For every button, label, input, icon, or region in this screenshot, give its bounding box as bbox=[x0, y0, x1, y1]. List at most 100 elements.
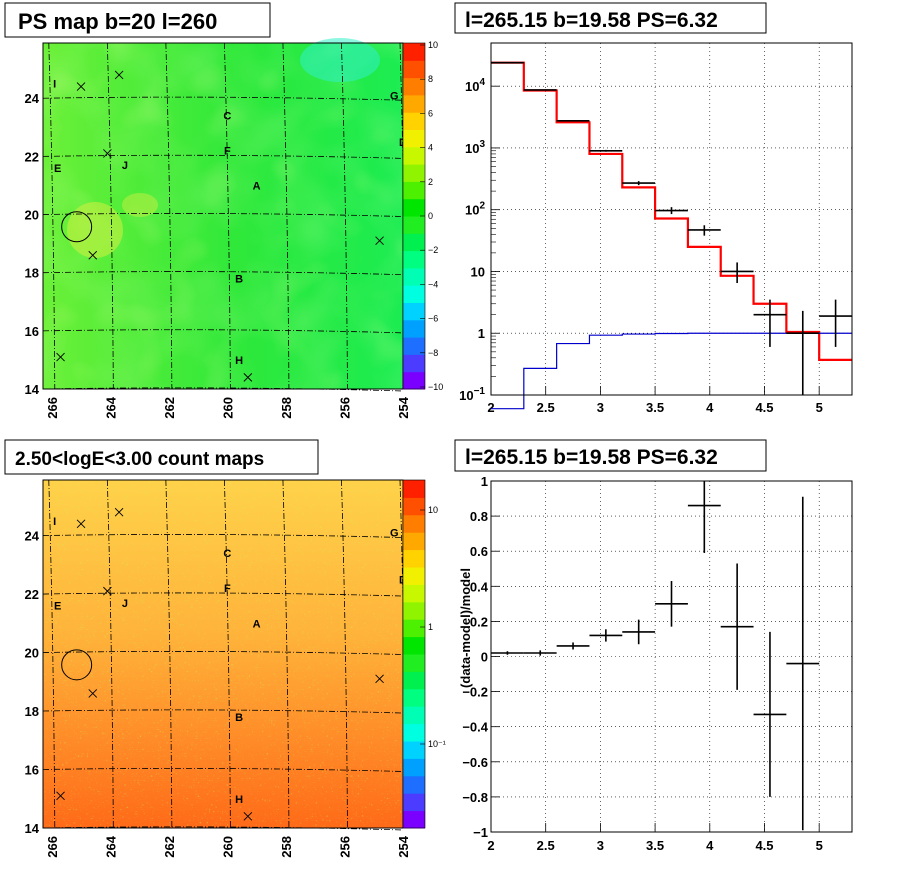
colorbar-tick-label: 10 bbox=[428, 505, 438, 515]
y-tick-label: 10 bbox=[471, 264, 485, 279]
ps-map-hot-region bbox=[67, 202, 123, 258]
colorbar-tick-label: −4 bbox=[428, 279, 438, 289]
y-tick-label: 24 bbox=[25, 529, 40, 544]
residual-plot: 2 2.5 3 3.5 4 4.5 5 1 0.8 0.6 0.4 0.2 0 −0.2 −0.4 −0.6 −… bbox=[458, 474, 853, 853]
x-tick-label: 2.5 bbox=[537, 400, 555, 415]
ps-map-plot: ICGDFEJABH bbox=[42, 38, 407, 392]
source-label: G bbox=[390, 90, 399, 102]
y-tick-label: 0 bbox=[481, 650, 488, 665]
x-tick-label: 254 bbox=[396, 396, 411, 418]
colorbar-swatch bbox=[403, 129, 425, 148]
source-cross-marker bbox=[114, 70, 124, 80]
y-tick-label: 0.4 bbox=[470, 579, 489, 594]
source-label: B bbox=[235, 712, 243, 724]
longitude-grid-line bbox=[48, 479, 56, 829]
source-cross-marker bbox=[375, 236, 384, 246]
colorbar-tick-label: 10⁻¹ bbox=[428, 739, 446, 749]
longitude-grid-line bbox=[341, 479, 348, 829]
latitude-grid-line bbox=[42, 592, 404, 597]
ps-map-x-ticks: 266 264 262 260 258 256 254 bbox=[45, 396, 411, 418]
colorbar-swatch bbox=[403, 688, 425, 707]
colorbar-swatch bbox=[403, 723, 425, 742]
residual-title: l=265.15 b=19.58 PS=6.32 bbox=[465, 446, 718, 469]
source-cross-marker bbox=[243, 373, 253, 382]
colorbar-swatch bbox=[403, 250, 425, 269]
ps-map-title-box bbox=[4, 2, 271, 38]
source-label: F bbox=[224, 583, 231, 595]
colorbar-swatch bbox=[403, 146, 425, 165]
x-tick-label: 3.5 bbox=[646, 400, 664, 415]
x-tick-label: 260 bbox=[220, 836, 235, 858]
longitude-grid-line bbox=[48, 42, 56, 390]
x-tick-label: 2.5 bbox=[537, 838, 555, 853]
colorbar-frame bbox=[402, 479, 426, 829]
latitude-grid-line bbox=[42, 826, 404, 831]
colorbar-swatch bbox=[403, 480, 425, 498]
source-cross-marker bbox=[103, 149, 112, 158]
source-label: J bbox=[122, 160, 128, 172]
colorbar-swatch bbox=[403, 549, 425, 568]
y-tick-label: 22 bbox=[25, 149, 39, 164]
residual-panel: l=265.15 b=19.58 PS=6.32 2 2.5 3 3.5 4 4.5 5 1 0… bbox=[454, 439, 853, 853]
longitude-grid-line bbox=[282, 42, 290, 390]
colorbar-swatch bbox=[403, 354, 425, 373]
x-tick-label: 2 bbox=[487, 838, 494, 853]
colorbar-swatch bbox=[403, 671, 425, 690]
x-tick-label: 262 bbox=[162, 397, 177, 419]
y-tick-label: −0.4 bbox=[462, 720, 488, 735]
y-tick-label: 20 bbox=[25, 208, 39, 223]
source-label: E bbox=[54, 163, 61, 175]
longitude-grid-line bbox=[106, 479, 114, 829]
y-tick-label: 16 bbox=[25, 324, 39, 339]
source-label: A bbox=[253, 618, 261, 630]
x-tick-label: 256 bbox=[337, 397, 352, 419]
source-label: C bbox=[223, 111, 231, 123]
source-label: G bbox=[390, 528, 399, 540]
colorbar-swatch bbox=[403, 601, 425, 620]
source-cross-marker bbox=[243, 811, 253, 821]
colorbar-swatch bbox=[403, 758, 425, 777]
colorbar-swatch bbox=[403, 810, 425, 829]
spectrum-title: l=265.15 b=19.58 PS=6.32 bbox=[465, 9, 718, 32]
longitude-grid-line bbox=[165, 42, 173, 390]
latitude-grid-line bbox=[42, 534, 404, 538]
x-tick-label: 260 bbox=[220, 397, 235, 419]
ps-map-title: PS map b=20 l=260 bbox=[18, 9, 217, 34]
colorbar-tick-label: 4 bbox=[428, 143, 433, 153]
colorbar-swatch bbox=[403, 532, 425, 551]
longitude-grid-line bbox=[341, 42, 348, 390]
source-cross-marker bbox=[76, 519, 86, 529]
ps-map-cool-region bbox=[300, 38, 380, 82]
ps-position-circle bbox=[61, 649, 93, 681]
latitude-grid-line bbox=[42, 329, 404, 334]
x-tick-label: 3.5 bbox=[646, 838, 664, 853]
longitude-grid-line bbox=[223, 479, 231, 829]
colorbar-swatch bbox=[403, 793, 425, 812]
y-tick-label: 10−1 bbox=[459, 386, 485, 403]
longitude-grid-line bbox=[106, 42, 114, 390]
y-tick-label: 1 bbox=[481, 474, 488, 489]
residual-title-box bbox=[454, 439, 767, 472]
y-tick-label: 20 bbox=[25, 646, 39, 661]
colorbar-swatch bbox=[403, 619, 425, 638]
colorbar-swatch bbox=[403, 741, 425, 759]
y-tick-label: −0.6 bbox=[462, 755, 488, 770]
source-cross-marker bbox=[88, 689, 98, 698]
x-tick-label: 256 bbox=[337, 836, 352, 858]
y-tick-label: 14 bbox=[25, 382, 40, 397]
source-label: H bbox=[235, 794, 243, 806]
latitude-grid-line bbox=[42, 154, 404, 159]
source-cross-marker bbox=[88, 250, 98, 260]
colorbar-tick-label: 6 bbox=[428, 108, 433, 118]
spectrum-plot: 2 2.5 3 3.5 4 4.5 5 10−1 1 10 102 103 104 bbox=[459, 42, 853, 415]
colorbar-swatch bbox=[403, 181, 425, 200]
latitude-grid-line bbox=[42, 651, 404, 655]
spectrum-title-box bbox=[454, 2, 767, 34]
source-label: B bbox=[235, 274, 243, 286]
y-tick-label: 14 bbox=[25, 821, 40, 836]
colorbar-swatch bbox=[403, 77, 425, 96]
x-tick-label: 4.5 bbox=[755, 838, 773, 853]
colorbar-swatch bbox=[403, 654, 425, 672]
source-label: J bbox=[122, 598, 128, 610]
